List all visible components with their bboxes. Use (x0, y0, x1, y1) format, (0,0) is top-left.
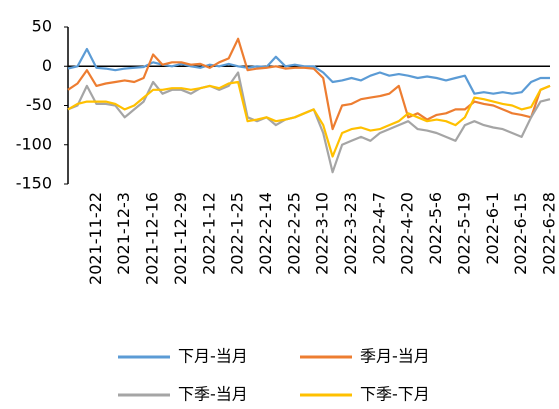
x-tick-label: 2022-2-14 (256, 192, 275, 275)
x-tick-label: 2022-1-25 (228, 192, 247, 275)
y-tick-label: 0 (42, 56, 52, 75)
y-tick-label: -100 (16, 134, 52, 153)
x-tick-label: 2022-2-25 (284, 192, 303, 275)
y-tick-label: 50 (32, 17, 52, 36)
legend-label: 季月-当月 (360, 347, 430, 366)
legend-label: 下季-当月 (178, 385, 248, 404)
x-tick-label: 2022-5-19 (454, 192, 473, 275)
y-tick-label: -50 (26, 95, 52, 114)
series-line (67, 47, 550, 95)
series-line (67, 80, 551, 158)
legend-label: 下月-当月 (178, 347, 248, 366)
x-tick-label: 2022-6-15 (511, 192, 530, 275)
x-tick-label: 2022-4-20 (398, 192, 417, 275)
x-tick-label: 2022-3-23 (341, 192, 360, 275)
x-tick-label: 2021-11-22 (86, 192, 105, 285)
y-tick-label: -150 (16, 174, 52, 193)
series-line (67, 71, 551, 174)
x-tick-label: 2022-4-7 (369, 192, 388, 265)
x-tick-label: 2021-12-29 (171, 192, 190, 285)
x-tick-label: 2022-1-12 (199, 192, 218, 275)
x-tick-label: 2022-6-28 (540, 192, 559, 275)
x-tick-label: 2022-5-6 (426, 192, 445, 265)
x-tick-label: 2021-12-3 (114, 192, 133, 275)
x-tick-label: 2022-3-10 (313, 192, 332, 275)
x-tick-label: 2021-12-16 (143, 192, 162, 285)
x-tick-label: 2022-6-1 (483, 192, 502, 265)
legend-label: 下季-下月 (360, 385, 430, 404)
series-line (67, 37, 551, 131)
